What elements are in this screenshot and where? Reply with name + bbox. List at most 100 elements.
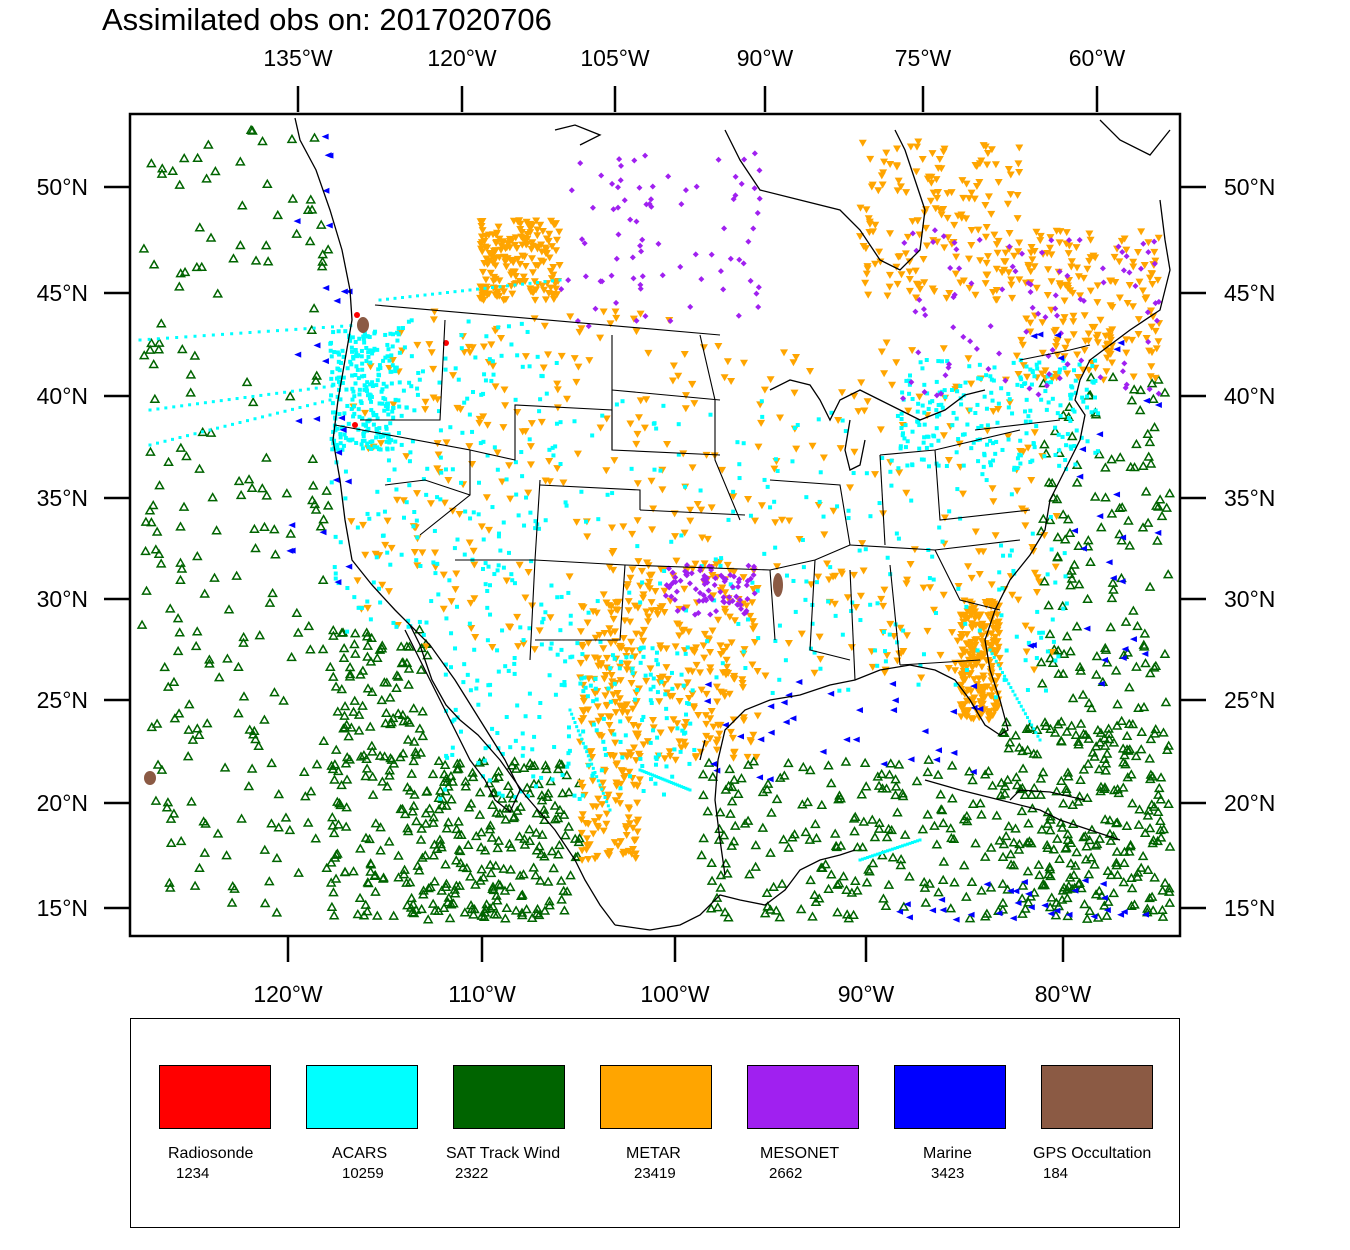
acars-point (334, 442, 339, 447)
acars-point (438, 455, 443, 460)
acars-point (891, 847, 894, 851)
marine-point (970, 683, 978, 690)
metar-point (489, 277, 498, 285)
legend-count: 23419 (634, 1165, 676, 1182)
metar-point (914, 138, 923, 146)
metar-point (1027, 626, 1036, 634)
sat-track-wind-point (1094, 449, 1105, 459)
metar-point (1072, 244, 1081, 252)
metar-point (868, 181, 877, 189)
metar-point (989, 498, 998, 506)
acars-point (527, 691, 532, 696)
metar-point (566, 313, 575, 321)
mesonet-point (736, 596, 743, 603)
metar-point (1060, 314, 1069, 322)
sat-track-wind-point (186, 796, 197, 806)
acars-point (344, 387, 349, 392)
metar-point (624, 716, 633, 724)
sat-track-wind-point (830, 840, 842, 851)
acars-point (385, 354, 390, 359)
mesonet-point (721, 578, 728, 585)
metar-point (945, 290, 954, 298)
sat-track-wind-point (329, 759, 341, 769)
metar-point (513, 613, 522, 621)
metar-point (856, 233, 865, 241)
sat-track-wind-point (150, 544, 162, 554)
sat-track-wind-point (1145, 458, 1157, 468)
sat-track-wind-point (841, 884, 852, 894)
metar-point (421, 398, 430, 406)
mesonet-point (627, 216, 634, 223)
marine-point (322, 285, 330, 292)
sat-track-wind-point (895, 853, 907, 864)
sat-track-wind-point (1041, 839, 1053, 850)
mesonet-point (1080, 297, 1087, 304)
acars-point (985, 442, 990, 447)
acars-point (581, 741, 585, 745)
sat-track-wind-point (798, 761, 809, 772)
acars-point (1053, 452, 1058, 457)
mesonet-point (616, 156, 623, 163)
metar-point (709, 592, 718, 600)
acars-point (331, 429, 336, 434)
metar-point (602, 820, 611, 828)
metar-point (491, 291, 500, 299)
metar-point (939, 591, 948, 599)
acars-point (997, 570, 1002, 575)
acars-point (335, 444, 340, 449)
acars-point (335, 426, 340, 431)
sat-track-wind-point (151, 526, 163, 536)
mesonet-point (747, 277, 754, 284)
acars-point (1019, 384, 1024, 389)
metar-point (959, 194, 968, 202)
sat-track-wind-point (1140, 658, 1151, 668)
metar-point (1044, 266, 1053, 274)
metar-point (937, 165, 946, 173)
sat-track-wind-point (484, 903, 496, 913)
metar-point (559, 479, 568, 487)
metar-point (476, 240, 485, 248)
acars-point (984, 478, 989, 483)
sat-track-wind-point (422, 914, 434, 924)
sat-track-wind-point (435, 785, 446, 795)
sat-track-wind-point (355, 669, 366, 679)
metar-point (906, 560, 915, 568)
sat-track-wind-point (533, 909, 545, 920)
metar-point (748, 661, 757, 669)
acars-point (386, 478, 391, 483)
sat-track-wind-point (172, 613, 184, 623)
acars-point (322, 385, 326, 389)
acars-point (902, 436, 907, 441)
acars-point (737, 476, 742, 481)
marine-point (313, 415, 321, 422)
mesonet-point (686, 580, 693, 587)
acars-point (678, 784, 682, 788)
metar-point (1033, 574, 1042, 582)
sat-track-wind-point (318, 735, 330, 746)
acars-point (499, 353, 504, 358)
acars-point (669, 670, 674, 675)
acars-point (1026, 640, 1031, 645)
mesonet-point (715, 156, 722, 163)
sat-track-wind-point (1090, 889, 1102, 899)
metar-point (1052, 513, 1061, 521)
acars-point (976, 376, 981, 381)
acars-point (276, 411, 279, 415)
sat-track-wind-point (493, 835, 505, 845)
acars-point (519, 321, 524, 326)
sat-track-wind-point (878, 893, 889, 903)
acars-point (1000, 586, 1005, 591)
acars-point (601, 739, 606, 744)
sat-track-wind-point (1132, 867, 1144, 877)
mesonet-point (729, 583, 736, 590)
acars-point (973, 411, 978, 416)
metar-point (1027, 476, 1036, 484)
metar-point (700, 560, 709, 568)
acars-point (381, 434, 386, 439)
marine-point (1030, 333, 1038, 340)
sat-track-wind-point (344, 661, 356, 672)
metar-point (846, 484, 855, 492)
acars-point (930, 554, 935, 559)
acars-point (898, 444, 903, 449)
acars-point (516, 513, 521, 518)
